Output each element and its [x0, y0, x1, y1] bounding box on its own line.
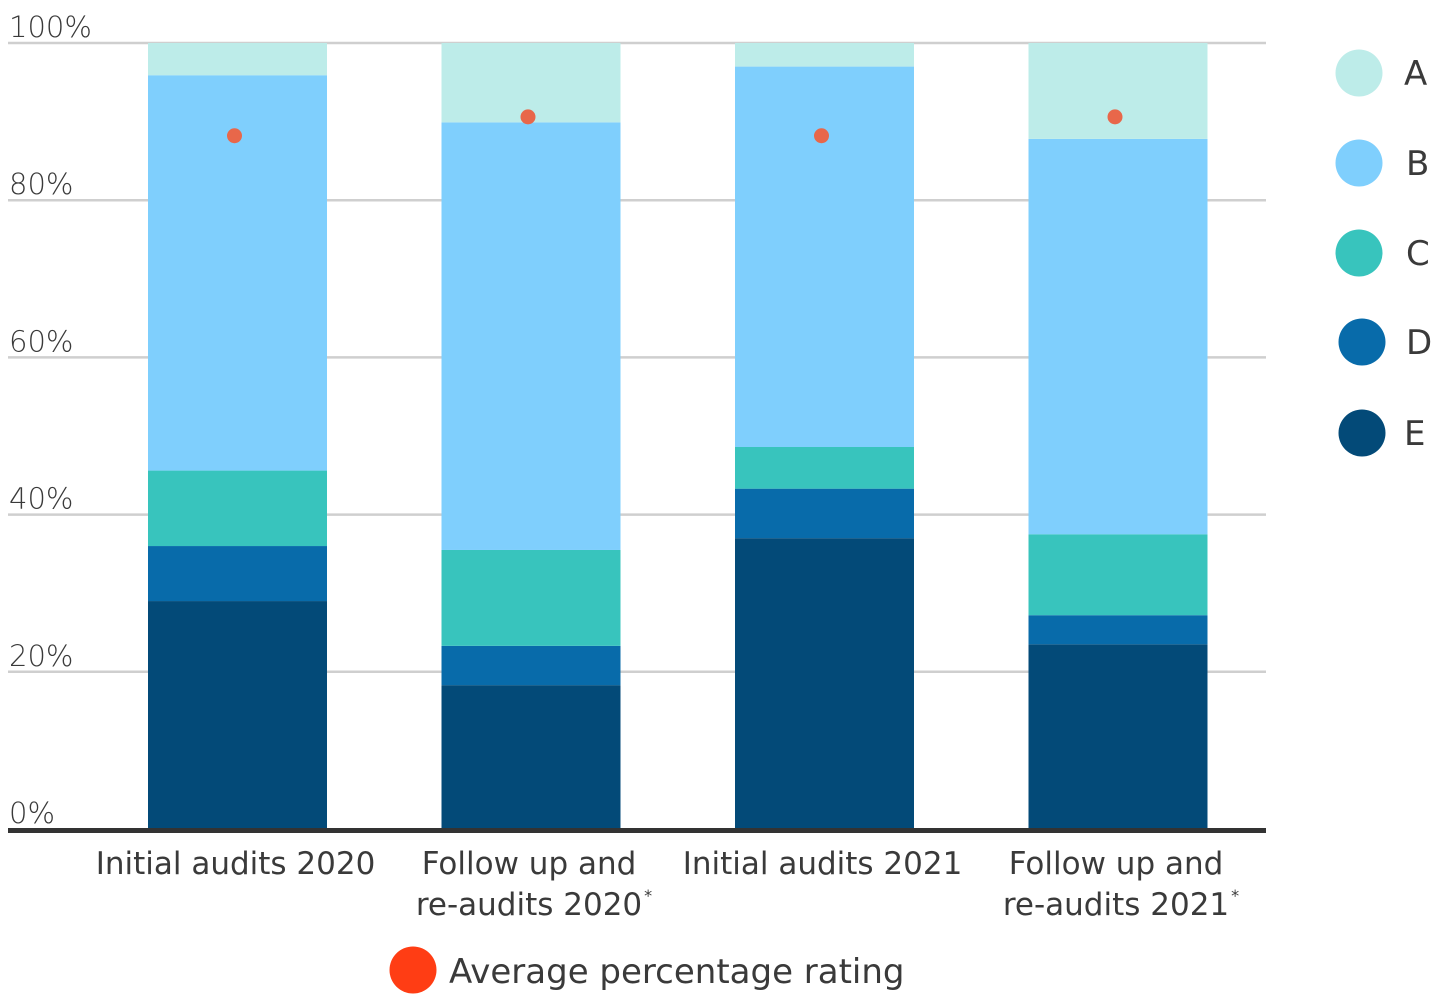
series-legend: A B C D E — [1335, 49, 1432, 457]
bar-segment-D — [735, 488, 914, 539]
x-category-label: Follow up and — [422, 846, 637, 882]
legend-swatch-E — [1338, 409, 1386, 457]
bar-segment-D — [441, 645, 621, 686]
legend-swatch-D — [1338, 318, 1386, 366]
y-tick-label: 60% — [9, 324, 73, 358]
x-category-label: Initial audits 2020 — [96, 846, 376, 882]
average-rating-markers — [227, 109, 1123, 144]
average-rating-legend: Average percentage rating — [389, 946, 905, 994]
y-tick-label: 20% — [9, 639, 73, 673]
average-rating-point — [1107, 109, 1123, 125]
footnote-mark: * — [1231, 886, 1239, 905]
y-axis-ticks: 0% 20% 40% 60% 80% 100% — [9, 10, 92, 830]
bar-segment-E — [441, 685, 621, 829]
x-category-label: Follow up and — [1009, 846, 1224, 882]
bar-segment-B — [441, 122, 621, 550]
legend-label-D: D — [1406, 323, 1432, 363]
bar-segment-E — [1028, 644, 1208, 829]
footnote-mark: * — [644, 886, 652, 905]
x-category-label: re-audits 2021 — [1003, 887, 1229, 923]
bar-segment-C — [735, 447, 914, 489]
legend-label-B: B — [1406, 144, 1429, 184]
bar-segment-E — [148, 601, 327, 829]
bar-segment-A — [148, 43, 327, 76]
x-category-label: Initial audits 2021 — [683, 846, 963, 882]
y-tick-label: 100% — [9, 10, 92, 44]
x-axis-category-labels: Initial audits 2020 Follow up and re-audit… — [96, 846, 1239, 923]
average-rating-legend-swatch — [389, 946, 437, 994]
legend-swatch-C — [1335, 229, 1383, 277]
bar-segment-A — [1028, 43, 1208, 139]
legend-swatch-A — [1335, 49, 1383, 97]
legend-label-E: E — [1404, 414, 1425, 454]
bar-segment-B — [735, 66, 914, 448]
bars — [148, 43, 1208, 829]
x-category-label: re-audits 2020 — [416, 887, 642, 923]
bar-segment-D — [1028, 615, 1208, 645]
bar-segment-E — [735, 538, 914, 829]
legend-label-A: A — [1404, 54, 1427, 94]
bar-segment-A — [735, 43, 914, 67]
y-tick-label: 0% — [9, 796, 55, 830]
bar-segment-C — [441, 549, 621, 646]
legend-label-C: C — [1406, 234, 1430, 274]
bar-segment-B — [1028, 138, 1208, 535]
bar-segment-D — [148, 546, 327, 602]
bar-segment-C — [148, 470, 327, 547]
average-rating-point — [520, 109, 536, 125]
average-rating-point — [227, 128, 242, 144]
bar-segment-C — [1028, 534, 1208, 616]
bar-segment-A — [441, 43, 621, 123]
average-rating-legend-label: Average percentage rating — [449, 952, 905, 992]
y-tick-label: 80% — [9, 167, 73, 201]
average-rating-point — [814, 128, 829, 144]
y-tick-label: 40% — [9, 482, 73, 516]
legend-swatch-B — [1335, 139, 1383, 187]
